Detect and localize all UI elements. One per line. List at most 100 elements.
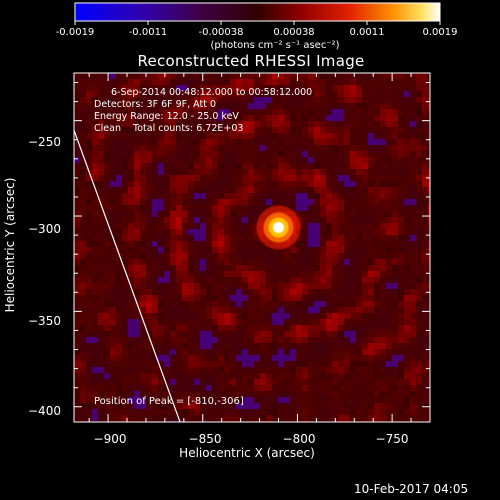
heatmap-cell	[188, 247, 194, 253]
heatmap-cell	[152, 235, 158, 241]
heatmap-cell	[416, 157, 422, 163]
heatmap-cell	[170, 373, 176, 379]
heatmap-cell	[308, 169, 314, 175]
heatmap-cell	[188, 325, 194, 331]
heatmap-cell	[182, 193, 188, 199]
heatmap-cell	[206, 109, 212, 115]
heatmap-cell	[128, 103, 134, 109]
heatmap-cell	[158, 127, 164, 133]
heatmap-cell	[416, 217, 422, 223]
heatmap-cell	[236, 235, 242, 241]
heatmap-cell	[194, 127, 200, 133]
heatmap-cell	[410, 343, 416, 349]
heatmap-cell	[140, 295, 146, 301]
heatmap-cell	[188, 85, 194, 91]
heatmap-cell	[278, 277, 284, 283]
heatmap-cell	[242, 259, 248, 265]
heatmap-cell	[314, 343, 320, 349]
heatmap-cell	[164, 103, 170, 109]
heatmap-cell	[374, 403, 380, 409]
heatmap-cell	[356, 211, 362, 217]
heatmap-cell	[362, 193, 368, 199]
heatmap-cell	[206, 157, 212, 163]
heatmap-cell	[98, 229, 104, 235]
heatmap-cell	[200, 127, 206, 133]
heatmap-cell	[194, 73, 200, 79]
heatmap-cell	[404, 193, 410, 199]
heatmap-cell	[374, 385, 380, 391]
heatmap-cell	[230, 247, 236, 253]
heatmap-cell	[404, 85, 410, 91]
heatmap-cell	[398, 367, 404, 373]
heatmap-cell	[362, 271, 368, 277]
heatmap-cell	[344, 199, 350, 205]
heatmap-cell	[260, 139, 266, 145]
heatmap-cell	[386, 193, 392, 199]
heatmap-cell	[254, 73, 260, 79]
heatmap-cell	[290, 85, 296, 91]
heatmap-cell	[356, 151, 362, 157]
heatmap-cell	[350, 205, 356, 211]
heatmap-cell	[404, 361, 410, 367]
heatmap-cell	[110, 271, 116, 277]
heatmap-cell	[158, 223, 164, 229]
heatmap-cell	[290, 175, 296, 181]
heatmap-cell	[128, 319, 134, 325]
heatmap-cell	[356, 391, 362, 397]
heatmap-cell	[362, 289, 368, 295]
heatmap-cell	[200, 301, 206, 307]
heatmap-cell	[176, 235, 182, 241]
heatmap-cell	[80, 157, 86, 163]
heatmap-cell	[344, 211, 350, 217]
heatmap-cell	[392, 247, 398, 253]
heatmap-cell	[338, 199, 344, 205]
heatmap-cell	[362, 307, 368, 313]
heatmap-cell	[260, 361, 266, 367]
heatmap-cell	[146, 385, 152, 391]
heatmap-cell	[140, 301, 146, 307]
heatmap-cell	[284, 199, 290, 205]
heatmap-cell	[326, 409, 332, 415]
heatmap-cell	[284, 265, 290, 271]
heatmap-cell	[236, 331, 242, 337]
heatmap-cell	[104, 373, 110, 379]
heatmap-cell	[170, 295, 176, 301]
heatmap-cell	[290, 133, 296, 139]
heatmap-cell	[218, 163, 224, 169]
heatmap-cell	[386, 217, 392, 223]
heatmap-cell	[404, 391, 410, 397]
heatmap-cell	[296, 79, 302, 85]
heatmap-cell	[380, 85, 386, 91]
heatmap-cell	[188, 265, 194, 271]
heatmap-cell	[278, 247, 284, 253]
heatmap-cell	[158, 181, 164, 187]
heatmap-cell	[356, 115, 362, 121]
heatmap-cell	[404, 151, 410, 157]
heatmap-cell	[194, 367, 200, 373]
heatmap-cell	[176, 409, 182, 415]
heatmap-cell	[380, 241, 386, 247]
heatmap-cell	[104, 409, 110, 415]
heatmap-cell	[362, 115, 368, 121]
heatmap-cell	[152, 325, 158, 331]
heatmap-cell	[362, 73, 368, 79]
heatmap-cell	[266, 379, 272, 385]
heatmap-cell	[110, 259, 116, 265]
heatmap-cell	[248, 253, 254, 259]
heatmap-cell	[404, 235, 410, 241]
heatmap-cell	[392, 373, 398, 379]
heatmap-cell	[314, 241, 320, 247]
heatmap-cell	[302, 109, 308, 115]
heatmap-cell	[182, 169, 188, 175]
heatmap-cell	[332, 217, 338, 223]
heatmap-cell	[140, 223, 146, 229]
heatmap-cell	[392, 145, 398, 151]
heatmap-cell	[200, 289, 206, 295]
heatmap-cell	[188, 337, 194, 343]
heatmap-cell	[326, 187, 332, 193]
heatmap-cell	[296, 391, 302, 397]
heatmap-cell	[134, 385, 140, 391]
heatmap-cell	[164, 361, 170, 367]
heatmap-cell	[272, 361, 278, 367]
heatmap-cell	[164, 217, 170, 223]
